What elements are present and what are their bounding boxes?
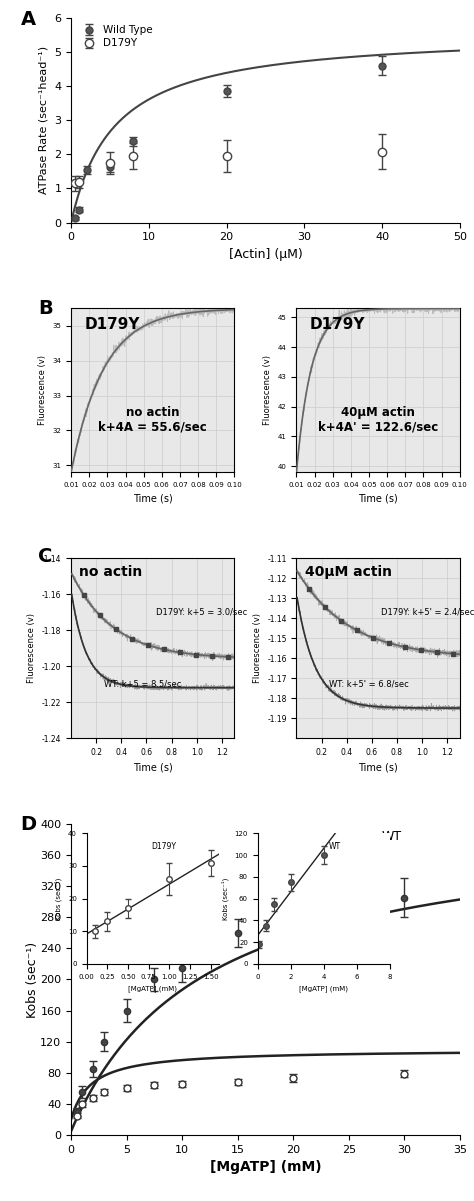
Text: 40μM actin: 40μM actin — [305, 566, 392, 579]
Y-axis label: Fluorescence (v): Fluorescence (v) — [264, 355, 273, 425]
Text: 40μM actin
k+4A' = 122.6/sec: 40μM actin k+4A' = 122.6/sec — [318, 406, 438, 434]
Text: B: B — [38, 299, 53, 318]
Y-axis label: Kobs (sec⁻¹): Kobs (sec⁻¹) — [26, 942, 39, 1017]
Y-axis label: Fluorescence (v): Fluorescence (v) — [38, 355, 47, 425]
Text: D179Y: D179Y — [84, 317, 140, 331]
Text: WT: k+5 = 8.5/sec: WT: k+5 = 8.5/sec — [104, 680, 181, 688]
Text: no actin: no actin — [79, 566, 143, 579]
X-axis label: Time (s): Time (s) — [358, 763, 398, 772]
Y-axis label: ATPase Rate (sec⁻¹head⁻¹): ATPase Rate (sec⁻¹head⁻¹) — [39, 46, 49, 195]
Y-axis label: Fluorescence (v): Fluorescence (v) — [253, 613, 262, 683]
Text: D179Y: k+5 = 3.0/sec: D179Y: k+5 = 3.0/sec — [156, 608, 247, 616]
X-axis label: Time (s): Time (s) — [133, 763, 173, 772]
Text: no actin
k+4A = 55.6/sec: no actin k+4A = 55.6/sec — [99, 406, 207, 434]
X-axis label: [MgATP] (mM): [MgATP] (mM) — [210, 1160, 321, 1175]
Text: D179Y: D179Y — [310, 317, 365, 331]
Legend: Wild Type, D179Y: Wild Type, D179Y — [76, 23, 155, 50]
X-axis label: [Actin] (μM): [Actin] (μM) — [228, 247, 302, 261]
Text: A: A — [20, 10, 36, 29]
Text: D: D — [20, 814, 36, 833]
Y-axis label: Fluorescence (v): Fluorescence (v) — [27, 613, 36, 683]
Text: C: C — [38, 548, 53, 566]
Text: D179Y: k+5' = 2.4/sec: D179Y: k+5' = 2.4/sec — [382, 608, 474, 616]
X-axis label: Time (s): Time (s) — [358, 494, 398, 503]
X-axis label: Time (s): Time (s) — [133, 494, 173, 503]
Text: WT: WT — [382, 830, 402, 843]
Text: WT: k+5' = 6.8/sec: WT: k+5' = 6.8/sec — [329, 680, 409, 688]
